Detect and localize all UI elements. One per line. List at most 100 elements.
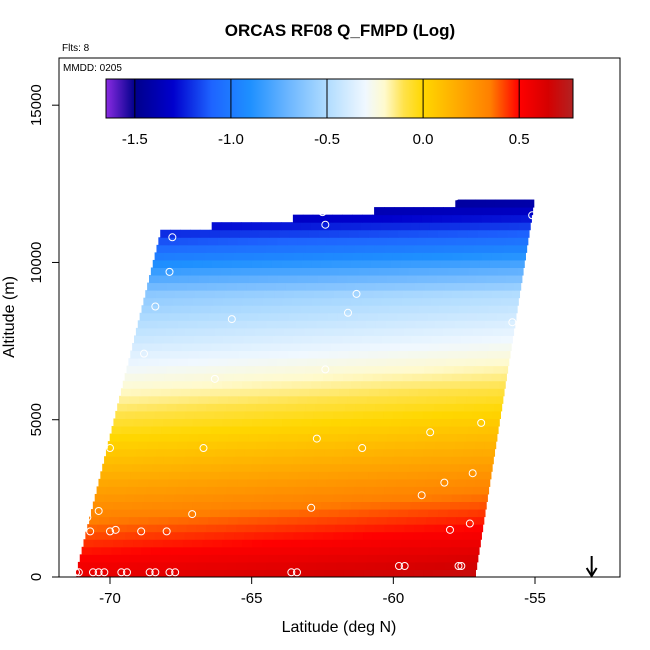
heatmap-cell: [453, 207, 464, 216]
data-point: [89, 568, 97, 577]
heatmap-cell: [404, 282, 416, 291]
heatmap-cell: [227, 320, 238, 329]
heatmap-cell: [517, 229, 528, 238]
heatmap-cell: [292, 335, 304, 344]
heatmap-cell: [340, 342, 351, 352]
heatmap-cell: [394, 524, 406, 533]
heatmap-cell: [120, 388, 132, 397]
heatmap-cell: [480, 539, 481, 548]
heatmap-cell: [503, 244, 514, 253]
heatmap-cell: [263, 252, 275, 261]
data-point: [210, 374, 219, 383]
heatmap-cell: [235, 486, 246, 495]
heatmap-cell: [367, 433, 378, 442]
heatmap-cell: [443, 207, 454, 216]
heatmap-cell: [204, 252, 215, 261]
heatmap-cell: [265, 524, 277, 533]
heatmap-cell: [361, 539, 372, 548]
heatmap-cell: [311, 297, 323, 306]
heatmap-cell: [454, 524, 465, 533]
heatmap-cell: [339, 426, 351, 435]
heatmap-cell: [208, 433, 220, 442]
heatmap-cell: [260, 463, 272, 472]
heatmap-cell: [475, 358, 486, 367]
heatmap-cell: [311, 259, 322, 268]
heatmap-cell: [255, 244, 267, 253]
heatmap-cell: [447, 312, 458, 321]
heatmap-cell: [267, 237, 278, 246]
heatmap-cell: [110, 471, 121, 480]
heatmap-cell: [165, 327, 177, 336]
heatmap-cell: [375, 403, 386, 412]
heatmap-cell: [456, 275, 467, 284]
heatmap-cell: [247, 237, 259, 246]
heatmap-cell: [394, 403, 406, 412]
heatmap-cell: [374, 524, 386, 533]
heatmap-cell: [456, 395, 467, 404]
heatmap-cell: [281, 501, 292, 510]
heatmap-cell: [234, 569, 246, 578]
heatmap-cell: [419, 342, 431, 352]
heatmap-cell: [417, 433, 428, 442]
heatmap-cell: [303, 531, 314, 540]
heatmap-cell: [371, 297, 382, 306]
heatmap-cell: [488, 267, 499, 276]
heatmap-cell: [428, 546, 440, 555]
heatmap-cell: [494, 320, 506, 329]
heatmap-cell: [351, 456, 363, 465]
heatmap-cell: [141, 305, 152, 314]
heatmap-cell: [271, 501, 282, 510]
heatmap-cell: [353, 448, 365, 457]
heatmap-cell: [323, 569, 335, 578]
heatmap-cell: [111, 426, 122, 435]
heatmap-cell: [348, 229, 360, 238]
heatmap-cell: [410, 380, 421, 389]
heatmap-cell: [400, 501, 411, 510]
heatmap-cell: [405, 320, 416, 329]
heatmap-cell: [156, 244, 167, 253]
heatmap-cell: [119, 433, 131, 442]
heatmap-cell: [158, 516, 169, 525]
heatmap-cell: [292, 297, 303, 306]
heatmap-cell: [413, 207, 425, 216]
heatmap-cell: [356, 358, 367, 367]
heatmap-cell: [194, 252, 205, 261]
heatmap-cell: [384, 207, 395, 216]
heatmap-cell: [432, 252, 443, 261]
heatmap-cell: [193, 456, 204, 465]
heatmap-cell: [465, 237, 477, 246]
heatmap-cell: [386, 516, 398, 525]
heatmap-cell: [124, 493, 135, 503]
heatmap-cell: [451, 214, 462, 223]
heatmap-cell: [257, 358, 268, 367]
heatmap-cell: [309, 388, 320, 397]
heatmap-cell: [133, 418, 144, 427]
heatmap-cell: [495, 358, 506, 367]
heatmap-cell: [149, 312, 160, 321]
heatmap-cell: [350, 380, 362, 389]
heatmap-cell: [276, 282, 287, 291]
heatmap-cell: [458, 388, 469, 397]
heatmap-cell: [354, 244, 366, 253]
heatmap-cell: [139, 554, 150, 563]
heatmap-cell: [289, 546, 301, 555]
heatmap-cell: [430, 380, 441, 389]
data-point: [293, 568, 301, 577]
heatmap-cell: [479, 380, 491, 389]
heatmap-cell: [117, 561, 128, 570]
heatmap-cell: [262, 335, 274, 344]
heatmap-cell: [188, 516, 199, 525]
heatmap-cell: [215, 244, 227, 253]
heatmap-cell: [151, 546, 162, 555]
heatmap-cell: [404, 365, 415, 374]
heatmap-cell: [438, 509, 449, 518]
heatmap-cell: [220, 267, 231, 276]
heatmap-cell: [353, 569, 365, 578]
heatmap-cell: [392, 531, 404, 540]
arrow-down-icon: [585, 556, 598, 578]
heatmap-cell: [444, 441, 456, 450]
heatmap-cell: [148, 275, 160, 284]
heatmap-cell: [341, 259, 352, 268]
heatmap-cell: [198, 237, 209, 246]
heatmap-cell: [319, 388, 330, 397]
